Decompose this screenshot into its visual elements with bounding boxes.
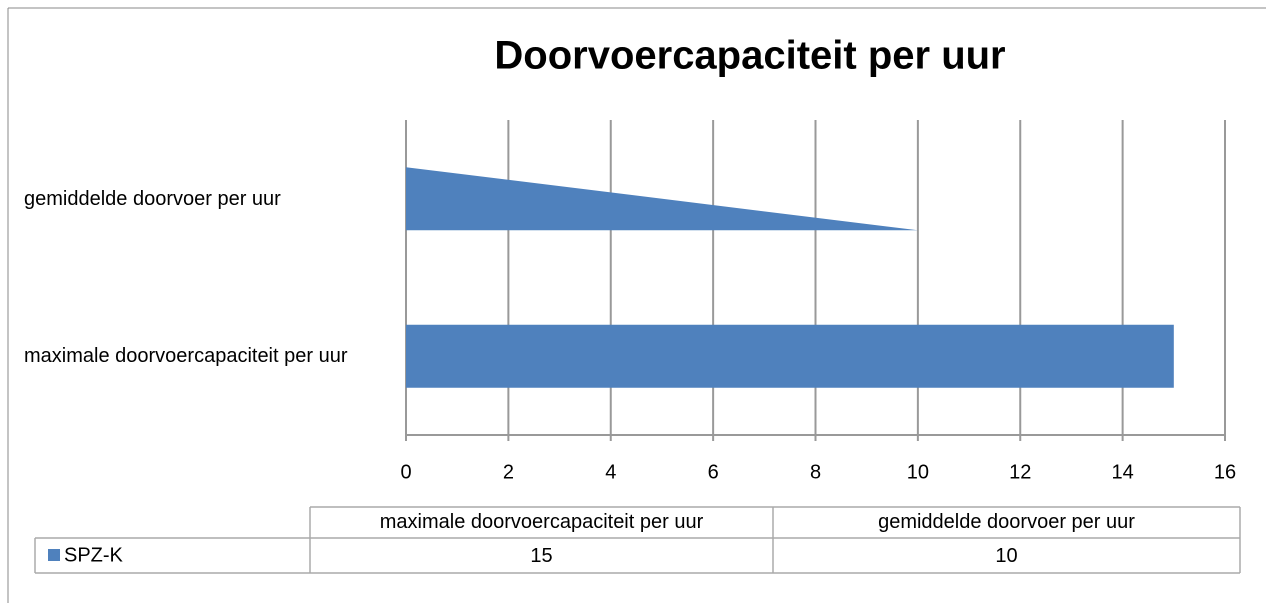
x-tick-label: 8	[810, 461, 821, 483]
x-tick-label: 16	[1214, 461, 1236, 483]
x-tick-label: 6	[708, 461, 719, 483]
x-tick-label: 14	[1112, 461, 1134, 483]
chart-title: Doorvoercapaciteit per uur	[494, 34, 1005, 78]
legend-key	[48, 549, 60, 561]
x-tick-label: 12	[1009, 461, 1031, 483]
category-label-box: maximale doorvoercapaciteit per uur	[24, 345, 348, 368]
bar	[406, 324, 1174, 388]
x-tick-label: 0	[400, 461, 411, 483]
x-tick-label: 10	[907, 461, 929, 483]
table-value: 15	[530, 545, 552, 567]
x-tick-label: 4	[605, 461, 616, 483]
legend-label: SPZ-K	[64, 544, 124, 566]
table-value: 10	[995, 545, 1017, 567]
y-tick-label: gemiddelde doorvoer per uur	[24, 187, 281, 210]
bar	[406, 167, 918, 231]
table-header: maximale doorvoercapaciteit per uur	[380, 511, 704, 533]
table-header: gemiddelde doorvoer per uur	[878, 511, 1135, 533]
y-tick-label: maximale doorvoercapaciteit per uur	[24, 345, 348, 368]
x-tick-label: 2	[503, 461, 514, 483]
category-label-box: gemiddelde doorvoer per uur	[24, 187, 281, 210]
